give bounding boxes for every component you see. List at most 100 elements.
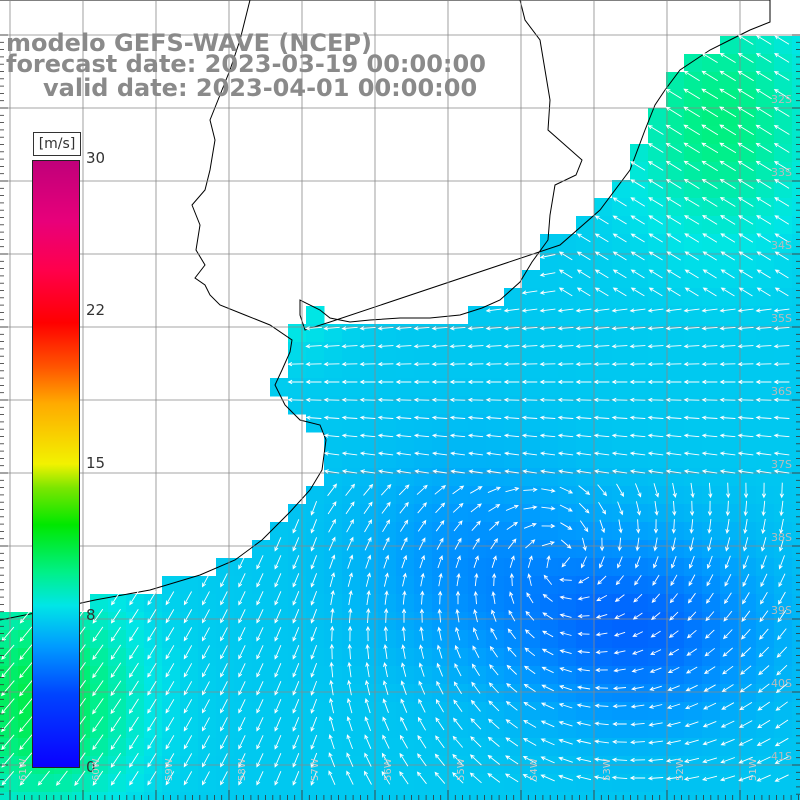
wind-speed-cell (144, 648, 163, 667)
wind-arrow (256, 555, 264, 570)
wind-speed-cell (666, 522, 685, 541)
wind-arrow (739, 683, 752, 693)
wind-speed-cell (306, 648, 325, 667)
wind-arrow (684, 739, 699, 746)
wind-arrow (632, 631, 644, 637)
wind-speed-cell (486, 792, 505, 800)
wind-speed-cell (702, 108, 721, 127)
wind-arrow (617, 501, 624, 516)
wind-speed-cell (18, 684, 37, 703)
wind-arrow (274, 663, 282, 678)
wind-speed-cell (360, 522, 379, 541)
wind-arrow (743, 518, 748, 535)
wind-speed-cell (756, 540, 775, 559)
wind-arrow (491, 609, 497, 622)
wind-speed-cell (792, 432, 800, 451)
wind-arrow (328, 715, 335, 732)
wind-speed-cell (504, 594, 523, 613)
wind-arrow (724, 555, 731, 570)
wind-arrow (401, 554, 408, 569)
wind-arrow (341, 397, 358, 403)
wind-speed-cell (252, 540, 271, 559)
wind-arrow (377, 397, 394, 403)
wind-speed-cell (360, 630, 379, 649)
wind-speed-cell (774, 72, 793, 91)
wind-speed-cell (180, 648, 199, 667)
wind-arrow (629, 361, 646, 367)
wind-arrow (399, 501, 409, 514)
wind-arrow (418, 537, 426, 551)
wind-arrow (525, 539, 536, 549)
wind-arrow (759, 610, 769, 623)
wind-speed-cell (0, 720, 19, 739)
wind-arrow (129, 626, 139, 642)
wind-speed-cell (612, 702, 631, 721)
wind-speed-cell (324, 558, 343, 577)
wind-arrow (759, 628, 769, 640)
wind-arrow (594, 233, 609, 243)
wind-speed-cell (774, 36, 793, 55)
wind-speed-cell (180, 594, 199, 613)
wind-speed-cell (324, 540, 343, 559)
wind-arrow (449, 397, 466, 403)
wind-arrow (575, 379, 592, 385)
longitude-label: 59W (164, 758, 175, 781)
wind-speed-cell (486, 684, 505, 703)
wind-speed-cell (558, 774, 577, 793)
wind-arrow (472, 537, 480, 550)
wind-speed-cell (270, 738, 289, 757)
wind-arrow (612, 269, 627, 279)
wind-speed-cell (252, 648, 271, 667)
wind-arrow (19, 716, 33, 733)
wind-speed-cell (576, 594, 595, 613)
wind-arrow (761, 482, 767, 499)
wind-speed-cell (396, 792, 415, 800)
wind-arrow (503, 415, 520, 420)
wind-arrow (596, 595, 608, 602)
wind-speed-cell (468, 396, 487, 415)
wind-arrow (202, 771, 210, 786)
wind-arrow (238, 771, 246, 786)
wind-speed-cell (630, 630, 649, 649)
wind-speed-cell (594, 198, 613, 217)
wind-arrow (635, 556, 641, 569)
wind-speed-cell (126, 738, 145, 757)
wind-arrow (238, 753, 246, 768)
wind-speed-cell (720, 594, 739, 613)
wind-speed-cell (666, 576, 685, 595)
wind-speed-cell (378, 360, 397, 379)
wind-speed-cell (306, 594, 325, 613)
wind-arrow (380, 484, 392, 496)
wind-arrow (417, 716, 426, 731)
wind-arrow (202, 591, 210, 606)
wind-arrow (755, 124, 772, 136)
wind-speed-cell (360, 378, 379, 397)
wind-arrow (238, 609, 246, 624)
wind-arrow (383, 661, 388, 678)
longitude-label: 58W (237, 758, 248, 781)
wind-arrow (719, 124, 737, 136)
wind-speed-cell (18, 792, 37, 800)
wind-speed-cell (594, 648, 613, 667)
wind-arrow (599, 556, 605, 569)
wind-arrow (202, 573, 210, 588)
wind-speed-cell (360, 648, 379, 667)
wind-speed-cell (648, 684, 667, 703)
wind-arrow (683, 308, 700, 313)
wind-speed-cell (576, 522, 595, 541)
wind-arrow (434, 771, 446, 784)
wind-speed-cell (648, 702, 667, 721)
wind-speed-cell (756, 630, 775, 649)
wind-arrow (486, 451, 501, 456)
wind-speed-cell (720, 540, 739, 559)
wind-speed-cell (396, 576, 415, 595)
wind-speed-cell (792, 612, 800, 631)
wind-speed-cell (180, 738, 199, 757)
wind-speed-cell (324, 576, 343, 595)
wind-arrow (437, 626, 442, 641)
wind-arrow (665, 415, 682, 420)
wind-arrow (506, 664, 518, 675)
wind-speed-cell (306, 738, 325, 757)
wind-arrow (292, 591, 300, 606)
wind-arrow (274, 645, 282, 660)
